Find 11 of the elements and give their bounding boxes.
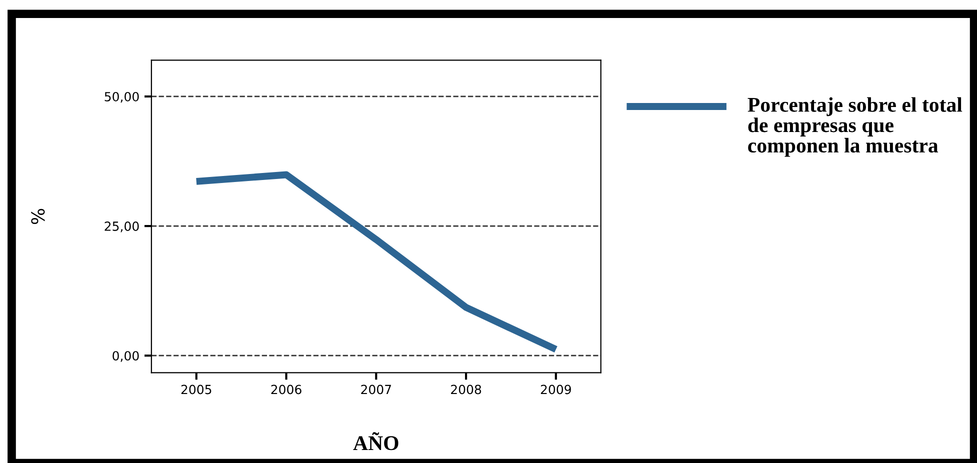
x-tick-label: 2007 [361, 384, 391, 394]
x-tick-label: 2008 [451, 384, 482, 394]
x-tick-label: 2009 [540, 384, 571, 394]
x-tick-label: 2005 [181, 384, 212, 394]
y-axis-title: % [31, 208, 45, 224]
x-axis-title: AÑO [353, 432, 398, 450]
y-tick-label: 25,00 [104, 222, 139, 232]
legend-label: Porcentaje sobre el total de empresas que componen la muestra [748, 97, 962, 157]
y-tick-label: 50,00 [104, 92, 139, 103]
y-tick-label: 0,00 [112, 351, 139, 362]
x-tick-label: 2006 [271, 384, 302, 394]
